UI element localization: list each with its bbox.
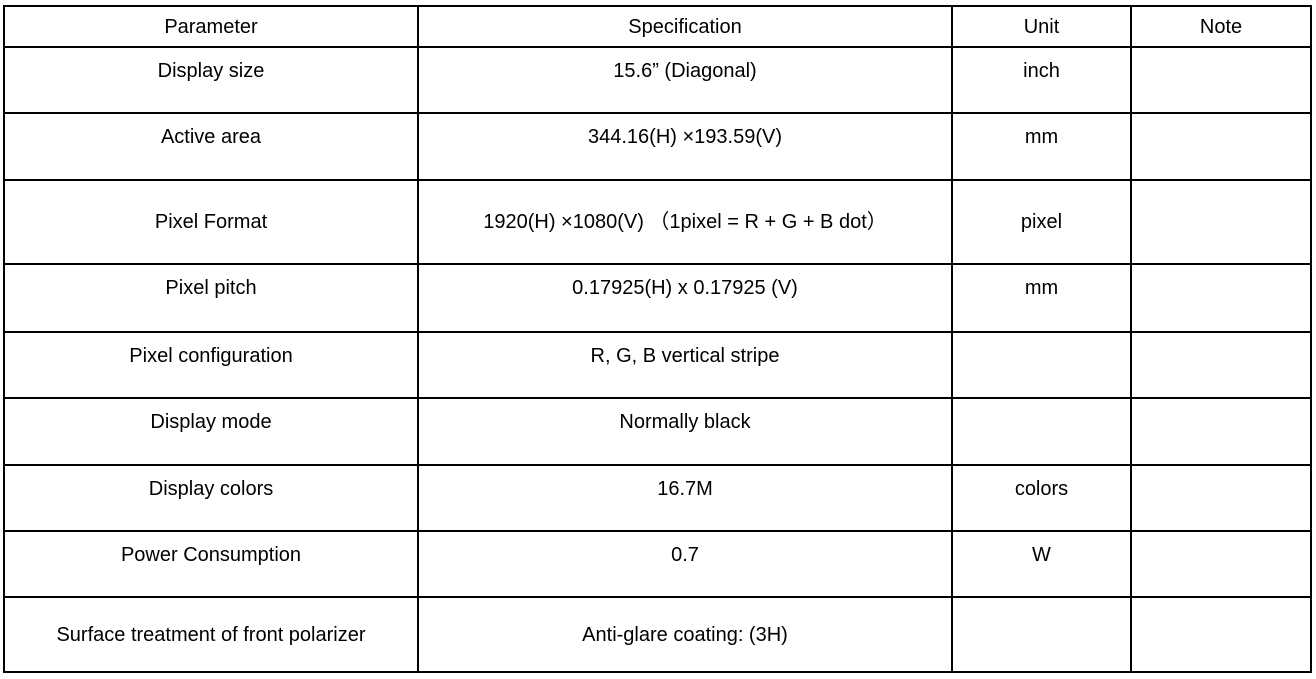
cell-parameter: Pixel Format (3, 179, 419, 265)
cell-note (1130, 263, 1312, 333)
cell-specification: R, G, B vertical stripe (417, 331, 953, 399)
table-row: Active area 344.16(H) ×193.59(V) mm (3, 112, 1312, 181)
header-specification: Specification (417, 5, 953, 48)
table-row: Pixel configuration R, G, B vertical stri… (3, 331, 1312, 399)
cell-unit: W (951, 530, 1132, 598)
cell-specification: Normally black (417, 397, 953, 466)
cell-specification: 15.6” (Diagonal) (417, 46, 953, 114)
cell-parameter: Display mode (3, 397, 419, 466)
cell-parameter: Pixel pitch (3, 263, 419, 333)
cell-note (1130, 179, 1312, 265)
table-row: Display size 15.6” (Diagonal) inch (3, 46, 1312, 114)
cell-note (1130, 397, 1312, 466)
cell-note (1130, 530, 1312, 598)
cell-unit (951, 397, 1132, 466)
cell-parameter: Active area (3, 112, 419, 181)
cell-parameter: Power Consumption (3, 530, 419, 598)
header-unit: Unit (951, 5, 1132, 48)
cell-note (1130, 112, 1312, 181)
cell-specification: 0.17925(H) x 0.17925 (V) (417, 263, 953, 333)
cell-unit: pixel (951, 179, 1132, 265)
cell-specification: 0.7 (417, 530, 953, 598)
specification-table: Parameter Specification Unit Note Displa… (3, 5, 1312, 673)
cell-note (1130, 46, 1312, 114)
header-note: Note (1130, 5, 1312, 48)
cell-specification: 16.7M (417, 464, 953, 532)
cell-parameter: Display colors (3, 464, 419, 532)
cell-specification: Anti-glare coating: (3H) (417, 596, 953, 673)
cell-parameter: Display size (3, 46, 419, 114)
cell-unit (951, 331, 1132, 399)
cell-unit: colors (951, 464, 1132, 532)
cell-note (1130, 596, 1312, 673)
cell-unit: mm (951, 263, 1132, 333)
cell-unit: mm (951, 112, 1132, 181)
header-parameter: Parameter (3, 5, 419, 48)
cell-specification: 1920(H) ×1080(V) （1pixel = R + G + B dot… (417, 179, 953, 265)
table-row: Surface treatment of front polarizer Anti… (3, 596, 1312, 673)
cell-parameter: Surface treatment of front polarizer (3, 596, 419, 673)
table-row: Display mode Normally black (3, 397, 1312, 466)
cell-parameter: Pixel configuration (3, 331, 419, 399)
header-row: Parameter Specification Unit Note (3, 5, 1312, 48)
table-row: Pixel pitch 0.17925(H) x 0.17925 (V) mm (3, 263, 1312, 333)
cell-unit: inch (951, 46, 1132, 114)
table-row: Display colors 16.7M colors (3, 464, 1312, 532)
cell-note (1130, 464, 1312, 532)
cell-specification: 344.16(H) ×193.59(V) (417, 112, 953, 181)
table-row: Power Consumption 0.7 W (3, 530, 1312, 598)
cell-note (1130, 331, 1312, 399)
table-row: Pixel Format 1920(H) ×1080(V) （1pixel = R… (3, 179, 1312, 265)
cell-unit (951, 596, 1132, 673)
